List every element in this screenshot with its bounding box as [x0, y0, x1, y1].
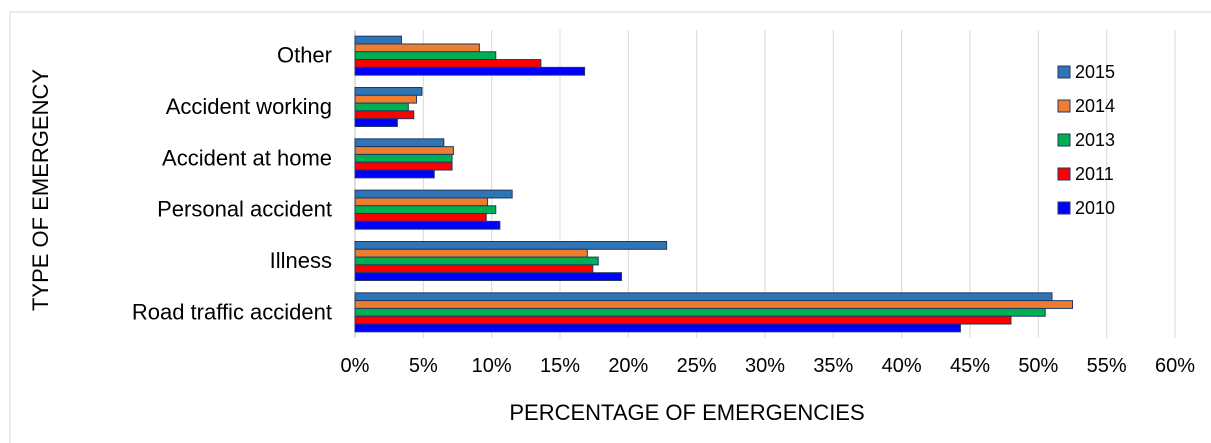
bar-personal-accident-2011 [354, 213, 487, 222]
bar-accident-at-home-2014 [354, 146, 454, 155]
x-tick-label: 15% [540, 355, 580, 377]
bar-personal-accident-2010 [354, 220, 501, 230]
bar-other-2010 [354, 66, 586, 76]
legend-swatch-2015 [1057, 65, 1071, 79]
bar-illness-2010 [354, 272, 622, 282]
bar-road-traffic-accident-2015 [354, 292, 1053, 302]
bar-accident-working-2011 [354, 110, 415, 120]
bar-illness-2013 [354, 256, 599, 266]
bar-other-2014 [354, 43, 480, 53]
x-tick-label: 40% [882, 355, 922, 377]
x-tick-label: 60% [1155, 355, 1195, 377]
x-tick-label: 10% [472, 355, 512, 377]
category-label: Accident working [166, 94, 332, 119]
x-tick-labels: 0% 5% 10% 15% 20% 25% 30% 35% 40% 45% 50% 55% 60% [341, 355, 1196, 377]
x-tick-label: 25% [677, 355, 717, 377]
bar-road-traffic-accident-2011 [354, 315, 1012, 325]
bar-other-2015 [354, 35, 402, 45]
gridlines [354, 30, 1176, 338]
x-tick-label: 55% [1087, 355, 1127, 377]
legend-swatch-2011 [1057, 167, 1071, 181]
y-axis-title: TYPE OF EMERGENCY [28, 69, 53, 311]
bar-personal-accident-2013 [354, 205, 497, 215]
x-tick-label: 50% [1018, 355, 1058, 377]
bar-illness-2011 [354, 264, 594, 274]
category-labels: Other Accident working Accident at home Per… [132, 43, 332, 325]
bar-accident-at-home-2010 [354, 169, 435, 179]
bar-personal-accident-2014 [354, 197, 489, 207]
x-tick-label: 20% [608, 355, 648, 377]
bar-road-traffic-accident-2014 [354, 300, 1073, 309]
bar-personal-accident-2015 [354, 189, 513, 199]
category-label: Illness [270, 248, 332, 273]
category-label: Road traffic accident [132, 299, 332, 324]
legend-swatch-2010 [1057, 201, 1071, 215]
x-tick-label: 5% [409, 355, 438, 377]
legend-label: 2015 [1075, 62, 1115, 82]
bar-illness-2014 [354, 248, 588, 258]
legend-label: 2013 [1075, 130, 1115, 150]
bar-other-2011 [354, 59, 542, 68]
bar-accident-at-home-2011 [354, 161, 453, 171]
bar-accident-working-2014 [354, 94, 417, 104]
bar-road-traffic-accident-2013 [354, 307, 1046, 317]
legend-label: 2011 [1075, 164, 1114, 184]
x-tick-label: 30% [745, 355, 785, 377]
x-tick-label: 0% [341, 355, 370, 377]
legend-label: 2014 [1075, 96, 1115, 116]
category-label: Accident at home [162, 145, 332, 170]
x-tick-label: 35% [813, 355, 853, 377]
bars [354, 35, 1073, 333]
x-axis-title: PERCENTAGE OF EMERGENCIES [509, 400, 864, 425]
bar-accident-working-2015 [354, 87, 423, 96]
legend-swatch-2014 [1057, 99, 1071, 113]
bar-accident-at-home-2015 [354, 138, 445, 148]
bar-road-traffic-accident-2010 [354, 323, 961, 333]
bar-illness-2015 [354, 241, 668, 250]
bar-other-2013 [354, 51, 497, 61]
category-label: Personal accident [157, 197, 332, 222]
bar-accident-at-home-2013 [354, 153, 453, 163]
legend: 2015 2014 2013 2011 2010 [1057, 62, 1115, 218]
category-label: Other [277, 43, 332, 68]
legend-label: 2010 [1075, 198, 1115, 218]
legend-swatch-2013 [1057, 133, 1071, 147]
x-tick-label: 45% [950, 355, 990, 377]
bar-accident-working-2010 [354, 118, 398, 127]
bar-accident-working-2013 [354, 102, 409, 112]
